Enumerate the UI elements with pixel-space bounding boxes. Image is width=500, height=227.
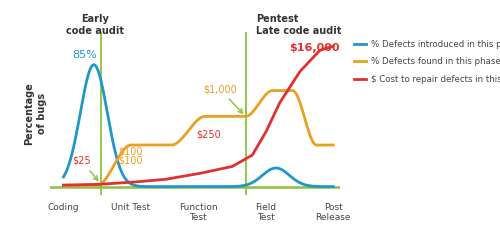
Text: $100: $100 xyxy=(118,146,143,156)
Text: $25: $25 xyxy=(72,156,98,180)
Text: $16,000: $16,000 xyxy=(290,42,340,53)
Legend: % Defects introduced in this phase, % Defects found in this phase, $ Cost to rep: % Defects introduced in this phase, % De… xyxy=(350,36,500,87)
Text: Pentest
Late code audit: Pentest Late code audit xyxy=(256,14,341,36)
Text: Early
code audit: Early code audit xyxy=(66,14,124,36)
Text: $1,000: $1,000 xyxy=(203,84,242,113)
Text: $250: $250 xyxy=(196,129,221,139)
Text: $100: $100 xyxy=(118,156,143,166)
Text: 85%: 85% xyxy=(72,50,98,60)
Y-axis label: Percentage
of bugs: Percentage of bugs xyxy=(24,82,47,145)
